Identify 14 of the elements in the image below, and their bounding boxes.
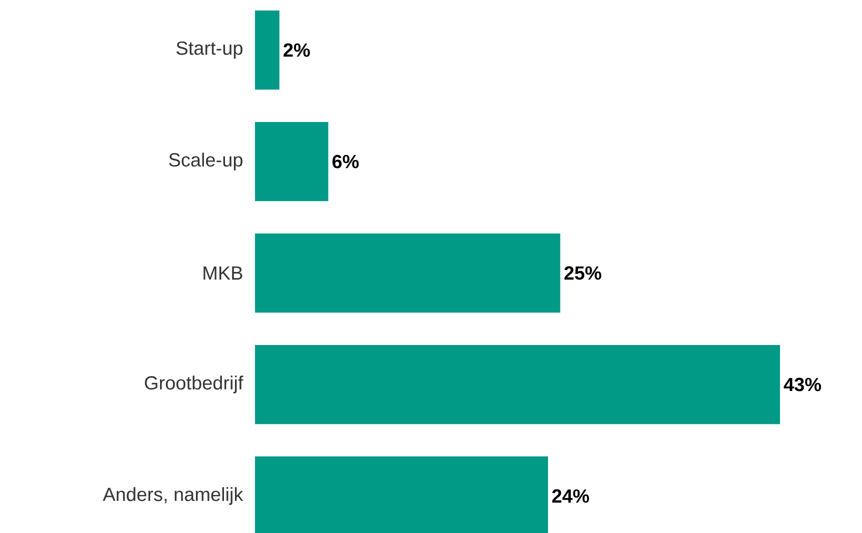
data-label: 24% — [552, 489, 590, 503]
data-label: 43% — [784, 378, 822, 392]
bar — [255, 344, 780, 424]
data-label: 2% — [284, 43, 310, 57]
y-tick-label: Anders, namelijk — [102, 487, 244, 505]
data-label: 25% — [564, 266, 602, 280]
y-tick-label: Scale-up — [169, 152, 242, 170]
bar — [255, 122, 328, 202]
y-tick-label: Grootbedrijf — [144, 376, 244, 394]
bar — [255, 233, 560, 313]
y-tick-label: MKB — [204, 266, 242, 280]
y-tick-label: Start-up — [176, 41, 242, 59]
data-label: 6% — [332, 154, 359, 168]
bar — [255, 10, 280, 90]
